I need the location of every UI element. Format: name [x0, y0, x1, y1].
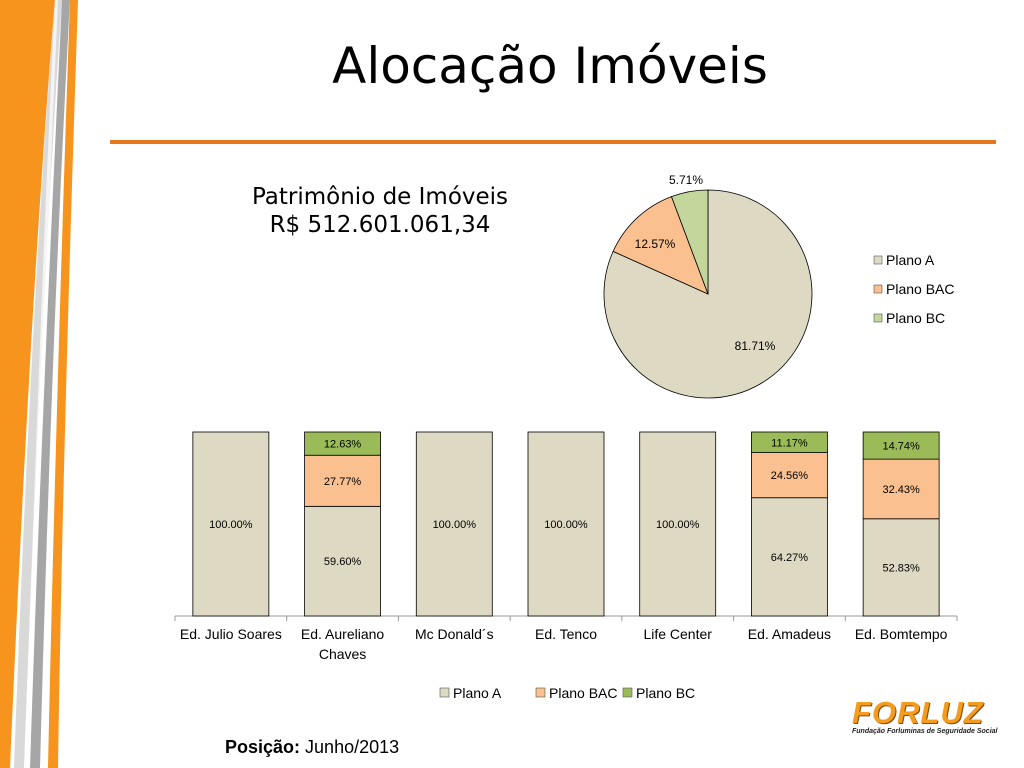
bar-segment-plano-bac-ed-amadeus [751, 452, 828, 499]
pie-legend-swatch-plano-bac [873, 284, 883, 294]
pie-label-plano-a: 81.71% [735, 339, 776, 353]
bar-legend-swatch-plano-bac [535, 687, 546, 698]
patrimonio-value: R$ 512.601.061,34 [269, 212, 491, 238]
pie-legend-swatch-plano-a [873, 255, 883, 265]
pie-slice-plano-a [603, 189, 813, 399]
slide-title: Alocação Imóveis [332, 37, 768, 95]
bar-label-plano-bac-ed-bomtempo: 32.43% [882, 484, 920, 496]
bar-segment-plano-bc-ed-bomtempo [862, 431, 940, 460]
bar-segment-plano-a-ed-aureliano-chaves [304, 505, 381, 617]
patrimonio-label: Patrimônio de Imóveis [251, 184, 509, 210]
pie-legend-label-plano-a: Plano A [886, 252, 935, 268]
patrimonio-block: Patrimônio de Imóveis R$ 512.601.061,34 [200, 183, 560, 239]
logo-wordmark: FORLUZ [852, 695, 984, 730]
bar-label-plano-a-ed-tenco: 100.00% [544, 519, 588, 531]
pie-label-plano-bc: 5.71% [669, 173, 703, 187]
posicao-value: Junho/2013 [305, 737, 400, 757]
forluz-logo: FORLUZ Fundação Forluminas de Seguridade… [852, 697, 1002, 743]
pie-slice-plano-bc [670, 189, 709, 295]
x-tick-label-ed-julio-soares: Ed. Julio Soares [180, 626, 282, 642]
logo-subtitle: Fundação Forluminas de Seguridade Social [852, 728, 998, 735]
pie-legend-swatch-plano-bc [873, 313, 883, 323]
x-tick-label-life-center: Life Center [643, 626, 712, 642]
title-underline [110, 140, 996, 144]
pie-label-plano-bac: 12.57% [635, 237, 676, 251]
bar-label-plano-a-life-center: 100.00% [656, 519, 700, 531]
pie-slice-plano-bac [612, 196, 709, 295]
bar-label-plano-a-ed-julio-soares: 100.00% [209, 519, 253, 531]
bar-label-plano-bc-ed-aureliano-chaves: 12.63% [324, 439, 362, 451]
bar-label-plano-bc-ed-amadeus: 11.17% [771, 437, 808, 449]
pie-legend-label-plano-bac: Plano BAC [886, 281, 954, 297]
stacked-bar-chart: 100.00% Ed. Julio Soares 59.60% 27.77% 12.63… [174, 431, 958, 701]
bar-label-plano-a-ed-aureliano-chaves: 59.60% [324, 556, 362, 568]
bar-segment-plano-a-life-center [639, 431, 717, 617]
bar-label-plano-a-ed-amadeus: 64.27% [771, 552, 809, 564]
bar-legend-label-plano-a: Plano A [453, 685, 502, 701]
bar-legend-swatch-plano-a [439, 687, 450, 698]
bar-segment-plano-bac-ed-aureliano-chaves [304, 454, 381, 507]
side-stripes-decoration [0, 0, 78, 768]
bar-legend-label-plano-bac: Plano BAC [549, 685, 617, 701]
pie-chart: 81.71% 12.57% 5.71% Plano A Plano BAC Plano B… [603, 173, 954, 399]
bar-segment-plano-bc-ed-aureliano-chaves [304, 431, 381, 456]
bar-segment-plano-a-ed-julio-soares [192, 431, 270, 617]
bar-segment-plano-a-ed-amadeus [751, 497, 828, 617]
bar-segment-plano-a-mc-donald-s [415, 431, 493, 617]
pie-legend-label-plano-bc: Plano BC [886, 310, 945, 326]
bar-legend-swatch-plano-bc [622, 687, 633, 698]
bar-segment-plano-a-ed-bomtempo [862, 518, 940, 617]
x-tick-label-ed-bomtempo: Ed. Bomtempo [855, 626, 948, 642]
posicao-label: Posição: [225, 737, 301, 757]
bar-label-plano-a-mc-donald-s: 100.00% [433, 519, 477, 531]
x-tick-label-ed-tenco: Ed. Tenco [535, 626, 597, 642]
bar-segment-plano-a-ed-tenco [527, 431, 605, 617]
bar-legend-label-plano-bc: Plano BC [636, 685, 695, 701]
posicao-footer: Posição: Junho/2013 [225, 737, 399, 758]
bar-label-plano-bac-ed-amadeus: 24.56% [771, 470, 809, 482]
bar-segment-plano-bc-ed-amadeus [751, 431, 828, 453]
bar-label-plano-bc-ed-bomtempo: 14.74% [882, 441, 920, 453]
bar-label-plano-bac-ed-aureliano-chaves: 27.77% [324, 476, 362, 488]
bar-label-plano-a-ed-bomtempo: 52.83% [882, 562, 920, 574]
x-tick-label-mc-donald-s: Mc Donald´s [415, 626, 494, 642]
x-tick-label-ed-amadeus: Ed. Amadeus [748, 626, 831, 642]
x-tick-label-ed-aureliano-chaves: Ed. Aureliano Chaves [301, 626, 384, 662]
